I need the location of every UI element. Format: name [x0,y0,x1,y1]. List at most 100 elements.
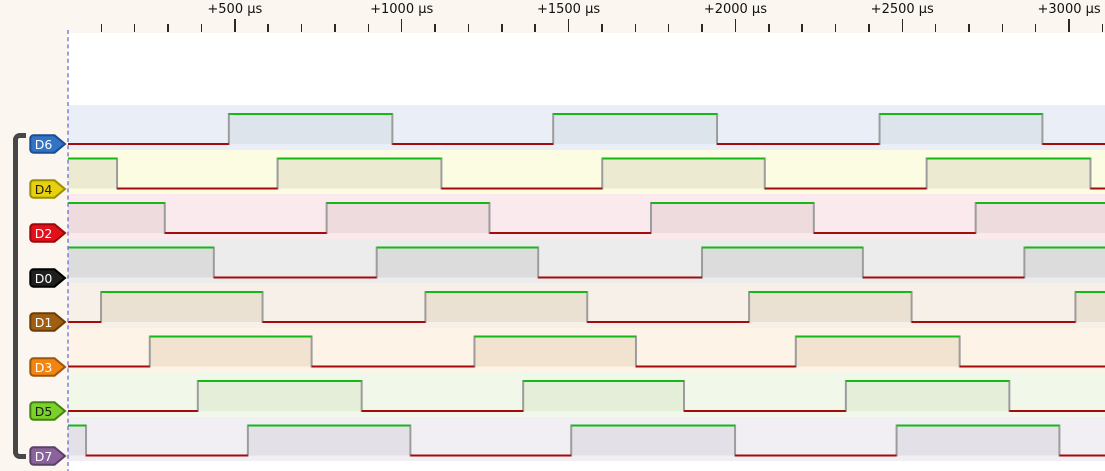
ruler-tick [567,19,570,32]
ruler-tick [934,24,937,32]
signal-high-fill [149,336,312,367]
channel-tag-d0[interactable]: D0 [29,267,67,288]
channel-tag-d6[interactable]: D6 [29,134,67,154]
signal-high-fill [1024,247,1105,278]
time-ruler[interactable]: +500 µs +1000 µs +1500 µs +2000 µs +2500 µs +… [0,0,1105,33]
ruler-tick [133,24,136,32]
waveform-d2[interactable] [68,202,1105,234]
ruler-tick [601,24,603,32]
signal-high-fill [197,381,362,411]
signal-high-fill [926,158,1091,189]
ruler-time-label: +2000 µs [703,2,767,17]
channel-tag-label: D1 [35,315,53,330]
ruler-tick [267,24,269,32]
ruler-tick [367,24,370,32]
ruler-time-label: +1000 µs [370,2,434,17]
ruler-tick [701,24,703,32]
channel-tag-label: D5 [35,404,53,419]
signal-high-fill [474,336,636,367]
ruler-tick [901,19,903,32]
ruler-tick [200,24,203,32]
ruler-tick [1001,24,1004,32]
ruler-tick [868,24,870,32]
channel-tag-label: D6 [35,137,53,152]
ruler-tick [667,24,670,32]
ruler-tick [100,24,103,32]
ruler-time-label: +3000 µs [1037,2,1101,17]
signal-high-fill [845,381,1010,411]
signal-high-fill [376,247,539,278]
signal-high-fill [68,203,165,233]
ruler-tick [434,24,436,32]
signal-high-fill [228,114,393,144]
ruler-tick [501,24,503,32]
channel-tag-d7[interactable]: D7 [29,445,67,466]
signal-high-fill [277,158,442,189]
signal-high-fill [247,425,411,456]
ruler-tick [1034,24,1037,32]
channel-tag-d3[interactable]: D3 [29,356,67,377]
ruler-time-label: +2500 µs [870,2,934,17]
signal-high-fill [702,247,863,278]
signal-high-fill [571,425,736,456]
waveform-d1[interactable] [68,291,1105,323]
signal-high-fill [425,292,588,322]
channel-tag-d5[interactable]: D5 [29,401,67,421]
ruler-tick [234,19,236,32]
ruler-tick [634,24,637,32]
channel-tag-d4[interactable]: D4 [29,178,67,199]
waveform-d5[interactable] [68,380,1105,412]
channel-row-d2[interactable] [68,194,1105,239]
signal-high-fill [896,425,1060,456]
ruler-time-label: +500 µs [207,2,263,17]
ruler-tick [167,24,169,32]
waveform-d0[interactable] [68,246,1105,279]
signal-high-fill [101,292,263,322]
ruler-tick [400,19,403,32]
signal-high-fill [68,158,118,189]
signal-high-fill [795,336,960,367]
signal-high-fill [68,425,87,456]
ruler-time-label: +1500 µs [536,2,601,17]
channel-tag-shape [29,134,67,154]
signal-high-fill [553,114,718,144]
channel-tag-label: D4 [35,182,53,197]
channel-tag-shape [29,445,67,466]
signal-high-fill [602,158,765,189]
channel-tag-label: D3 [35,360,53,375]
signal-high-fill [749,292,912,322]
ruler-tick [300,24,303,32]
channel-tag-d1[interactable]: D1 [29,312,67,332]
waveform-d4[interactable] [68,157,1105,190]
waveform-d3[interactable] [68,335,1105,368]
channel-tag-label: D7 [35,449,53,464]
channel-tag-shape [29,356,67,377]
channel-tag-shape [29,312,67,332]
channel-tag-shape [29,401,67,421]
ruler-tick [734,19,737,32]
signal-high-fill [326,203,490,233]
channel-tag-d2[interactable]: D2 [29,223,67,243]
ruler-tick [334,24,336,32]
channel-tag-label: D2 [35,226,53,241]
channel-tag-shape [29,178,67,199]
ruler-tick [801,24,803,32]
signal-high-fill [523,381,685,411]
channel-group-bracket[interactable] [13,133,26,459]
ruler-tick [467,24,470,32]
channel-tag-label: D0 [35,271,53,286]
waveform-d7[interactable] [68,424,1105,457]
signal-high-fill [879,114,1043,144]
signal-high-fill [975,203,1105,233]
waveform-d6[interactable] [68,113,1105,145]
channel-row-d0[interactable] [68,238,1105,283]
ruler-tick [834,24,837,32]
ruler-tick [534,24,536,32]
channel-tag-shape [29,223,67,243]
channel-tag-shape [29,267,67,288]
signal-high-fill [650,203,814,233]
ruler-tick [1068,19,1070,32]
ruler-tick [1101,24,1104,32]
